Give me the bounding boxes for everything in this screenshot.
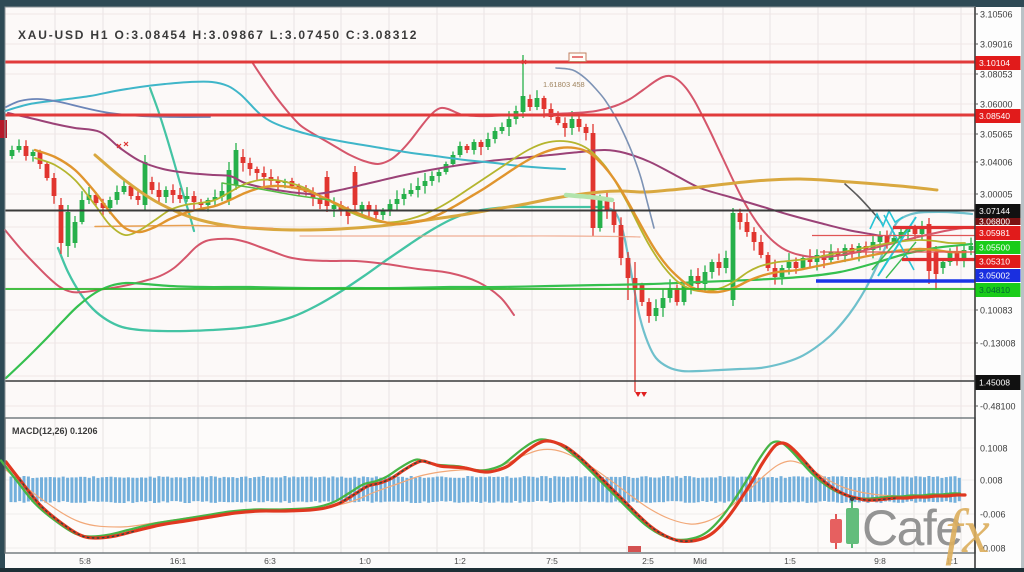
svg-text:16:1: 16:1: [170, 556, 187, 566]
svg-text:Mid: Mid: [693, 556, 707, 566]
svg-text:-0.48100: -0.48100: [980, 402, 1016, 412]
svg-text:0.008: 0.008: [980, 476, 1003, 486]
svg-text:MACD(12,26) 0.1206: MACD(12,26) 0.1206: [12, 426, 98, 436]
svg-text:-0.13008: -0.13008: [980, 339, 1016, 349]
svg-text:1.45008: 1.45008: [979, 378, 1010, 388]
svg-text:0.10083: 0.10083: [980, 306, 1013, 316]
svg-text:3.04810: 3.04810: [979, 285, 1010, 295]
svg-text:2:5: 2:5: [642, 556, 654, 566]
svg-text:1:0: 1:0: [359, 556, 371, 566]
svg-text:3.08053: 3.08053: [980, 70, 1013, 80]
svg-text:0.1008: 0.1008: [980, 444, 1008, 454]
svg-text:3.04006: 3.04006: [980, 158, 1013, 168]
svg-text:3.10104: 3.10104: [979, 58, 1010, 68]
svg-text:3.06800: 3.06800: [979, 217, 1010, 227]
svg-text:1:5: 1:5: [784, 556, 796, 566]
svg-text:3.05500: 3.05500: [979, 243, 1010, 253]
svg-text:1:2: 1:2: [454, 556, 466, 566]
svg-text:3.00005: 3.00005: [980, 190, 1013, 200]
svg-text:3.06000: 3.06000: [980, 100, 1013, 110]
svg-text:-0.008: -0.008: [980, 544, 1006, 554]
svg-text:1.61803 458: 1.61803 458: [543, 80, 585, 89]
svg-text:-0.006: -0.006: [980, 510, 1006, 520]
svg-text:3.05981: 3.05981: [979, 228, 1010, 238]
svg-text:5:8: 5:8: [79, 556, 91, 566]
svg-text:7:5: 7:5: [546, 556, 558, 566]
svg-text:3.07144: 3.07144: [979, 206, 1010, 216]
svg-text:9:8: 9:8: [874, 556, 886, 566]
svg-text:3.10506: 3.10506: [980, 10, 1013, 20]
svg-text:3.05065: 3.05065: [980, 130, 1013, 140]
svg-text:6:3: 6:3: [264, 556, 276, 566]
svg-text:3.08540: 3.08540: [979, 111, 1010, 121]
svg-text:Cafe: Cafe: [862, 500, 962, 556]
svg-text:fx: fx: [945, 498, 990, 566]
svg-text:1:1: 1:1: [946, 556, 958, 566]
svg-text:3.05310: 3.05310: [979, 257, 1010, 267]
svg-text:3.05002: 3.05002: [979, 271, 1010, 281]
svg-text:3.09016: 3.09016: [980, 40, 1013, 50]
svg-text:XAU-USD H1 O:3.08454 H:3.098: XAU-USD H1 O:3.08454 H:3.09867 L:3.07450…: [18, 28, 418, 42]
